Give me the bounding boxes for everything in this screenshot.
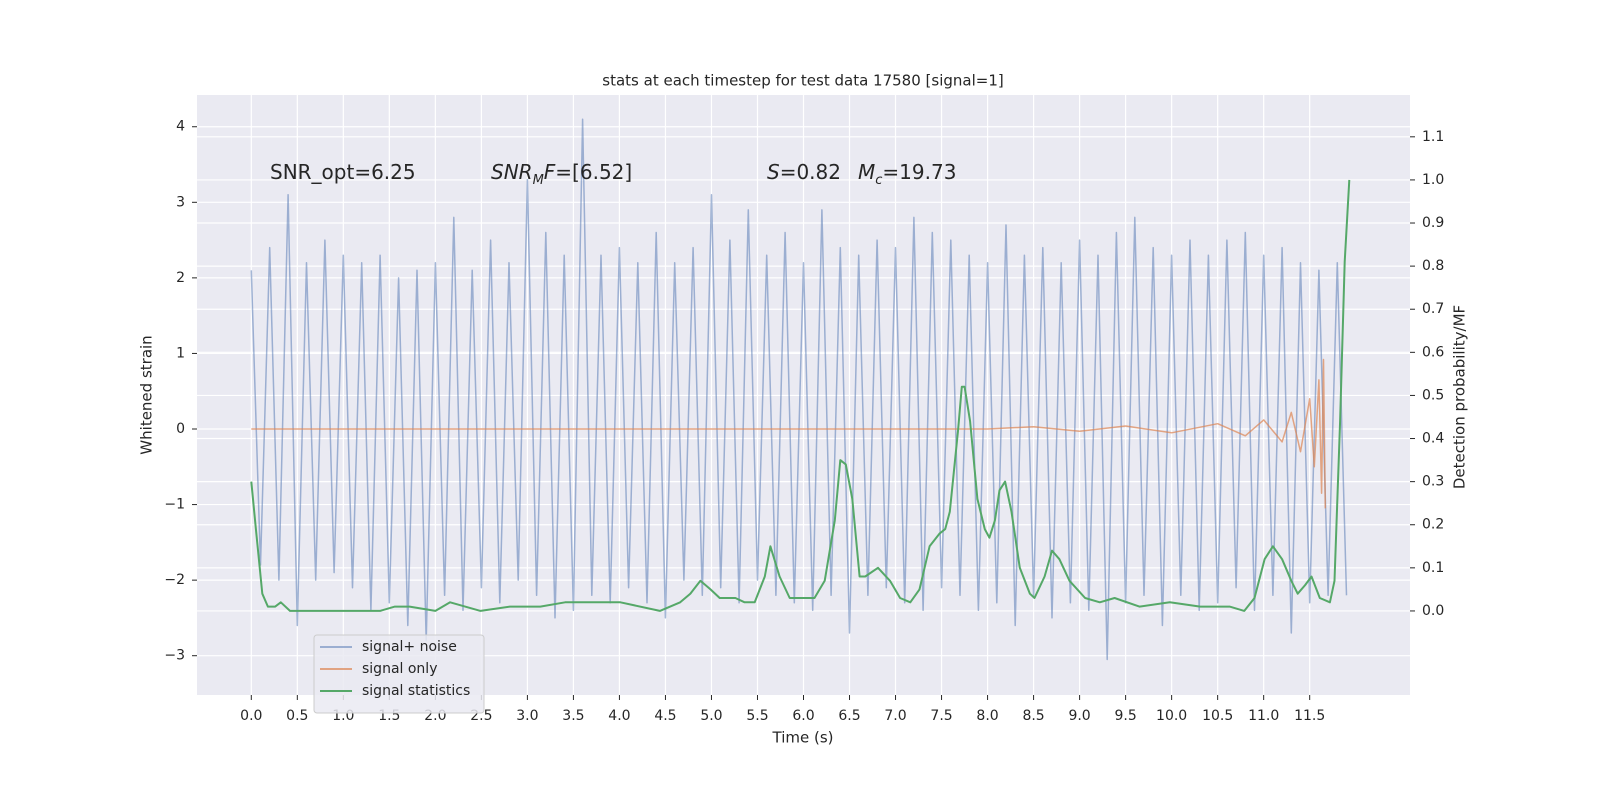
annotation-part: =19.73 <box>882 160 956 184</box>
y-tick-label: 1 <box>176 345 185 361</box>
x-tick-label: 7.0 <box>884 708 906 724</box>
x-tick-label: 5.0 <box>700 708 722 724</box>
x-tick-label: 7.5 <box>930 708 952 724</box>
x-tick-label: 6.0 <box>792 708 814 724</box>
y2-tick-label: 0.4 <box>1422 431 1444 447</box>
y2-tick-label: 0.7 <box>1422 301 1444 317</box>
y2-tick-label: 0.8 <box>1422 258 1444 274</box>
y2-tick-label: 0.9 <box>1422 215 1444 231</box>
x-tick-label: 8.0 <box>976 708 998 724</box>
x-tick-label: 9.5 <box>1114 708 1136 724</box>
x-tick-label: 4.5 <box>654 708 676 724</box>
x-tick-label: 11.0 <box>1248 708 1279 724</box>
y2-tick-label: 0.6 <box>1422 344 1444 360</box>
annotation: SNR_opt=6.25 <box>270 160 416 184</box>
annotation-part: F <box>544 160 556 184</box>
y-tick-label: −1 <box>164 497 185 513</box>
legend-label: signal statistics <box>362 683 470 699</box>
series-line <box>250 179 1351 612</box>
x-tick-label: 3.0 <box>516 708 538 724</box>
x-tick-label: 11.5 <box>1294 708 1325 724</box>
y-tick-label: 0 <box>176 421 185 437</box>
y-tick-label: 3 <box>176 194 185 210</box>
x-tick-label: 4.0 <box>608 708 630 724</box>
y2-tick-label: 0.5 <box>1422 387 1444 403</box>
x-tick-label: 10.5 <box>1202 708 1233 724</box>
annotation-part: SNR <box>491 160 533 184</box>
y-tick-label: −3 <box>164 648 185 664</box>
annotation-part: SNR_opt=6.25 <box>270 160 416 184</box>
x-tick-label: 3.5 <box>562 708 584 724</box>
y2-tick-label: 0.0 <box>1422 603 1444 619</box>
y-tick-label: −2 <box>164 572 185 588</box>
series-line <box>250 118 1348 661</box>
axes: 0.0 0.5 1.0 1.5 2.0 2.5 3.0 3.5 4.0 4.5 5.0 5.5 6.0 6… <box>164 119 1444 724</box>
series-line <box>251 358 1327 509</box>
y2-axis-label: Detection probability/MF <box>1451 305 1469 489</box>
y-tick-label: 2 <box>176 270 185 286</box>
y-axis-label: Whitened strain <box>138 335 156 454</box>
annotation-part: =[6.52] <box>555 160 632 184</box>
x-tick-label: 10.0 <box>1156 708 1187 724</box>
annotation: S=0.82 <box>767 160 841 184</box>
x-tick-label: 8.5 <box>1022 708 1044 724</box>
x-tick-label: 0.0 <box>240 708 262 724</box>
y2-tick-label: 0.1 <box>1422 560 1444 576</box>
y2-tick-label: 0.2 <box>1422 517 1444 533</box>
annotation-part: =0.82 <box>780 160 841 184</box>
annotation: Mc=19.73 <box>858 160 956 189</box>
legend-box <box>313 634 485 714</box>
annotation-part: M <box>858 160 875 184</box>
annotation: SNRMF=[6.52] <box>491 160 632 189</box>
legend-label: signal only <box>362 661 437 677</box>
y-tick-label: 4 <box>176 119 185 135</box>
annotation-part: c <box>875 173 882 188</box>
chart-title: stats at each timestep for test data 175… <box>602 72 1003 90</box>
lines <box>250 118 1351 661</box>
annotation-part: S <box>767 160 780 184</box>
annotation-part: M <box>533 173 544 188</box>
legend-label: signal+ noise <box>362 639 457 655</box>
x-tick-label: 6.5 <box>838 708 860 724</box>
x-axis-label: Time (s) <box>772 729 834 747</box>
y2-tick-label: 1.0 <box>1422 172 1444 188</box>
x-tick-label: 0.5 <box>286 708 308 724</box>
y2-tick-label: 0.3 <box>1422 474 1444 490</box>
x-tick-label: 5.5 <box>746 708 768 724</box>
x-tick-label: 9.0 <box>1068 708 1090 724</box>
y2-tick-label: 1.1 <box>1422 129 1444 145</box>
